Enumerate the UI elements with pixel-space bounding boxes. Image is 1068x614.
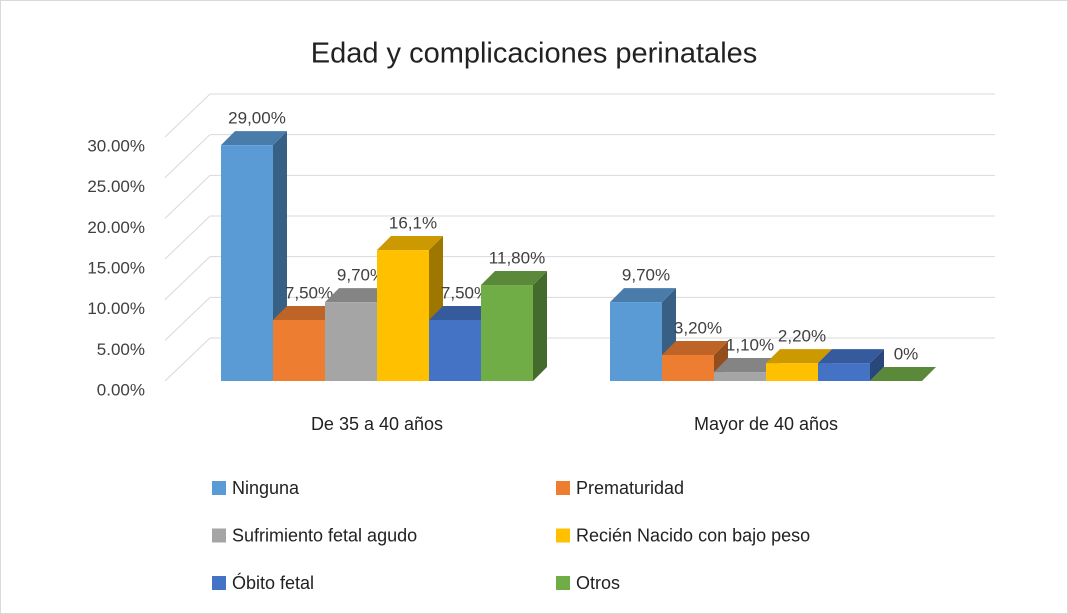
bar bbox=[818, 363, 870, 381]
data-label: 11,80% bbox=[489, 249, 545, 268]
bar bbox=[429, 320, 481, 381]
bar-top bbox=[766, 349, 832, 364]
data-label: 29,00% bbox=[228, 109, 286, 128]
bar-top bbox=[429, 306, 495, 320]
legend-label: Recién Nacido con bajo peso bbox=[576, 525, 810, 545]
legend-label: Prematuridad bbox=[576, 478, 684, 498]
y-tick-label: 5.00% bbox=[97, 340, 145, 359]
grid-line bbox=[164, 134, 211, 179]
bar bbox=[610, 302, 662, 381]
data-label: 2,20% bbox=[778, 327, 826, 346]
data-label: 7,50% bbox=[441, 283, 489, 302]
x-tick-label: De 35 a 40 años bbox=[311, 414, 443, 434]
grid-line bbox=[164, 296, 211, 341]
bar-side bbox=[533, 271, 547, 381]
legend-label: Otros bbox=[576, 573, 620, 593]
legend-label: Ninguna bbox=[232, 478, 300, 498]
bar bbox=[662, 354, 714, 381]
x-tick-label: Mayor de 40 años bbox=[694, 414, 838, 434]
grid-line bbox=[164, 215, 211, 260]
y-tick-label: 30.00% bbox=[87, 136, 145, 155]
y-tick-label: 20.00% bbox=[87, 218, 145, 237]
legend-swatch bbox=[556, 528, 570, 543]
legend-swatch bbox=[212, 481, 226, 495]
bar-top bbox=[714, 358, 780, 373]
legend-swatch bbox=[556, 576, 570, 590]
legend-swatch bbox=[212, 576, 226, 590]
bar bbox=[714, 372, 766, 381]
data-label: 16,1% bbox=[389, 214, 437, 233]
bar bbox=[325, 302, 377, 381]
bar bbox=[377, 250, 429, 381]
data-label: 3,20% bbox=[674, 318, 722, 337]
grid-line bbox=[164, 174, 211, 219]
bar-top bbox=[481, 271, 547, 286]
legend-label: Sufrimiento fetal agudo bbox=[232, 525, 417, 545]
data-label: 9,70% bbox=[337, 266, 385, 285]
bar bbox=[221, 145, 273, 381]
bar bbox=[766, 363, 818, 381]
data-label: 1,10% bbox=[726, 336, 774, 355]
data-label: 0% bbox=[894, 344, 919, 363]
bar-top bbox=[325, 288, 391, 303]
data-label: 7,50% bbox=[285, 283, 333, 302]
y-tick-label: 25.00% bbox=[87, 177, 145, 196]
bar-top bbox=[662, 340, 728, 355]
legend-label: Óbito fetal bbox=[232, 572, 314, 593]
bar bbox=[273, 320, 325, 381]
bar-top bbox=[377, 236, 443, 251]
bar bbox=[481, 285, 533, 381]
legend-swatch bbox=[556, 481, 570, 495]
data-label: 9,70% bbox=[622, 266, 670, 285]
grid-line bbox=[164, 256, 211, 301]
grid-line bbox=[164, 337, 211, 382]
y-tick-label: 0.00% bbox=[97, 380, 145, 399]
bar-top bbox=[273, 306, 339, 320]
y-tick-label: 10.00% bbox=[87, 299, 145, 318]
bar-top bbox=[818, 349, 884, 364]
bar-side bbox=[870, 349, 884, 381]
chart-title: Edad y complicaciones perinatales bbox=[311, 38, 758, 70]
grid-line bbox=[164, 93, 211, 138]
bar-top bbox=[870, 367, 936, 381]
bar-top bbox=[610, 288, 676, 303]
legend-swatch bbox=[212, 528, 226, 543]
y-tick-label: 15.00% bbox=[87, 258, 145, 277]
bar-top bbox=[221, 131, 287, 146]
